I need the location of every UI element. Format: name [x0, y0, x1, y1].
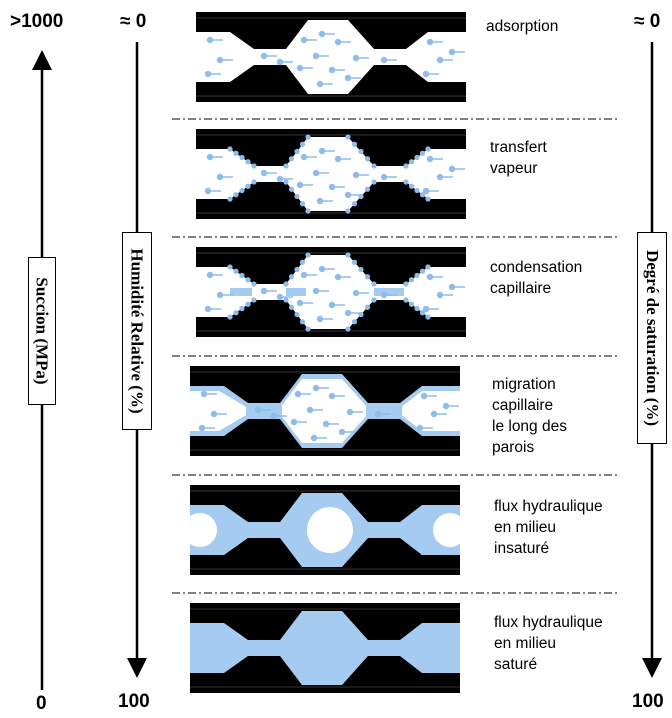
stage-label-saturated-flow: flux hydraulique en milieu saturé [494, 612, 603, 675]
stage-label-condensation: condensation capillaire [490, 257, 582, 299]
pore-air [190, 379, 460, 443]
pore-space [196, 137, 466, 211]
pore-panel-wall-migration [190, 366, 460, 456]
saturation-top-label: ≈ 0 [634, 11, 661, 32]
stage-separators [172, 118, 618, 594]
stage-5-line-3: insaturé [494, 540, 550, 557]
suction-bottom-label: 0 [36, 693, 47, 714]
pore-panel-condensation [196, 247, 466, 337]
pore-panel-unsaturated-flow [183, 485, 467, 575]
humidity-top-label: ≈ 0 [120, 11, 147, 32]
pore-water [190, 611, 460, 685]
stage-6-line-3: saturé [494, 656, 538, 673]
pore-panel-adsorption [196, 12, 466, 102]
stage-2-line-2: vapeur [490, 160, 538, 177]
humidity-axis-title: Humidité Relative (%) [122, 232, 152, 430]
stage-3-line-2: capillaire [490, 280, 552, 297]
saturation-axis-title: Degré de saturation (%) [637, 232, 667, 444]
stage-1-line-1: adsorption [486, 18, 559, 35]
air-bubble [183, 513, 217, 547]
stage-4-line-1: migration [492, 376, 556, 393]
humidity-axis-title-text: Humidité Relative (%) [128, 248, 147, 414]
stage-2-line-1: transfert [490, 139, 547, 156]
stage-4-line-2: capillaire [492, 397, 554, 414]
pore-space [196, 255, 466, 329]
stage-5-line-2: en milieu [494, 519, 557, 536]
air-bubble [307, 507, 353, 553]
stage-label-vapour-transfer: transfert vapeur [490, 137, 547, 179]
stage-6-line-2: en milieu [494, 635, 557, 652]
air-bubble [433, 513, 467, 547]
pore-panel-vapour-transfer [196, 129, 466, 219]
stage-4-line-3: le long des [492, 418, 567, 435]
stage-4-line-4: parois [492, 439, 535, 456]
suction-top-label: >1000 [10, 11, 64, 32]
stage-label-wall-migration: migration capillaire le long des parois [492, 374, 567, 458]
saturation-bottom-label: 100 [632, 691, 664, 712]
pore-space [196, 20, 466, 94]
stage-label-unsaturated-flow: flux hydraulique en milieu insaturé [494, 496, 603, 559]
stage-label-adsorption: adsorption [486, 16, 558, 37]
pore-panel-saturated-flow [190, 603, 460, 693]
suction-axis-title-text: Succion (MPa) [33, 277, 52, 385]
saturation-axis-title-text: Degré de saturation (%) [643, 249, 663, 427]
stage-3-line-1: condensation [490, 259, 583, 276]
stage-5-line-1: flux hydraulique [494, 498, 603, 515]
humidity-bottom-label: 100 [118, 691, 150, 712]
suction-axis-title: Succion (MPa) [28, 257, 56, 405]
stage-6-line-1: flux hydraulique [494, 614, 603, 631]
